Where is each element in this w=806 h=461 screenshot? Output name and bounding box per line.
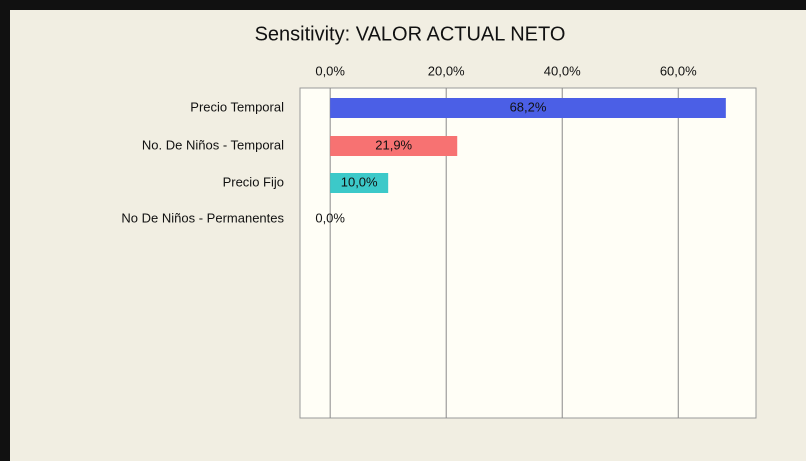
x-tick-label: 20,0%: [428, 63, 465, 78]
bar: [330, 136, 458, 156]
category-label: Precio Temporal: [190, 99, 284, 114]
category-label: Precio Fijo: [223, 174, 284, 189]
value-label: 21,9%: [375, 137, 412, 152]
value-label: 68,2%: [510, 99, 547, 114]
x-tick-label: 40,0%: [544, 63, 581, 78]
frame-top: [0, 0, 806, 10]
x-tick-label: 0,0%: [315, 63, 345, 78]
bar: [330, 173, 389, 193]
value-label: 10,0%: [341, 174, 378, 189]
value-label: 0,0%: [315, 210, 345, 225]
x-tick-label: 60,0%: [660, 63, 697, 78]
category-label: No De Niños - Permanentes: [121, 210, 284, 225]
bar: [330, 98, 726, 118]
chart-title: Sensitivity: VALOR ACTUAL NETO: [255, 23, 566, 45]
category-label: No. De Niños - Temporal: [142, 137, 284, 152]
frame-left: [0, 0, 10, 461]
